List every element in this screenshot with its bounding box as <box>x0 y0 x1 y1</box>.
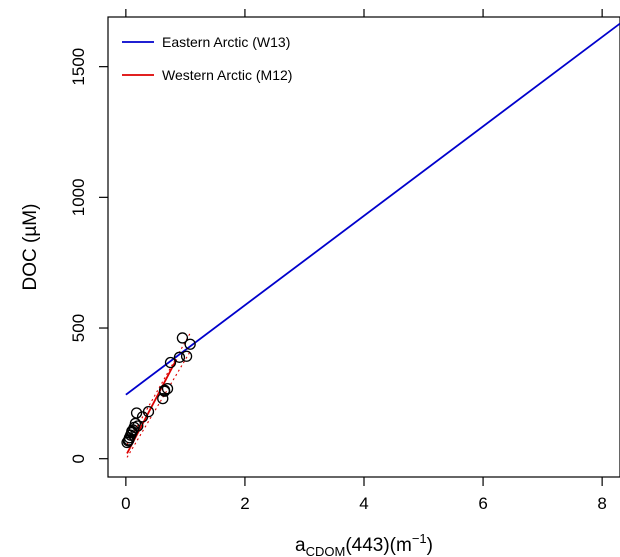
x-tick-label-1: 2 <box>240 494 249 513</box>
x-tick-label-3: 6 <box>478 494 487 513</box>
band-lower-line <box>126 351 191 458</box>
data-point-10 <box>130 407 143 419</box>
legend-label-western: Western Arctic (M12) <box>162 67 292 83</box>
x-axis-title: aCDOM(443)(m−1) <box>295 531 433 557</box>
axes: 0 2 4 6 8 0 500 1000 1500 <box>69 9 607 513</box>
plot-frame <box>107 16 620 478</box>
data-point-18 <box>164 356 177 369</box>
data-point-22 <box>184 338 196 350</box>
y-tick-label-3: 1500 <box>69 48 88 86</box>
regression-lines <box>125 22 620 454</box>
data-point-20 <box>176 332 189 344</box>
x-tick-label-4: 8 <box>597 494 606 513</box>
x-tick-label-0: 0 <box>121 494 130 513</box>
data-point-21 <box>180 350 193 362</box>
data-points <box>121 332 196 449</box>
x-tick-label-2: 4 <box>359 494 368 513</box>
y-tick-label-2: 1000 <box>69 178 88 216</box>
legend-label-eastern: Eastern Arctic (W13) <box>162 34 290 50</box>
legend: Eastern Arctic (W13) Western Arctic (M12… <box>122 34 292 83</box>
series-line-0 <box>125 22 620 396</box>
y-axis-title: DOC (µM) <box>20 204 41 291</box>
data-point-13 <box>142 406 155 418</box>
y-tick-label-0: 0 <box>69 454 88 463</box>
data-point-17 <box>158 384 171 396</box>
y-tick-label-1: 500 <box>69 314 88 342</box>
data-point-19 <box>173 351 186 363</box>
data-point-14 <box>157 392 169 405</box>
data-point-11 <box>132 420 144 432</box>
